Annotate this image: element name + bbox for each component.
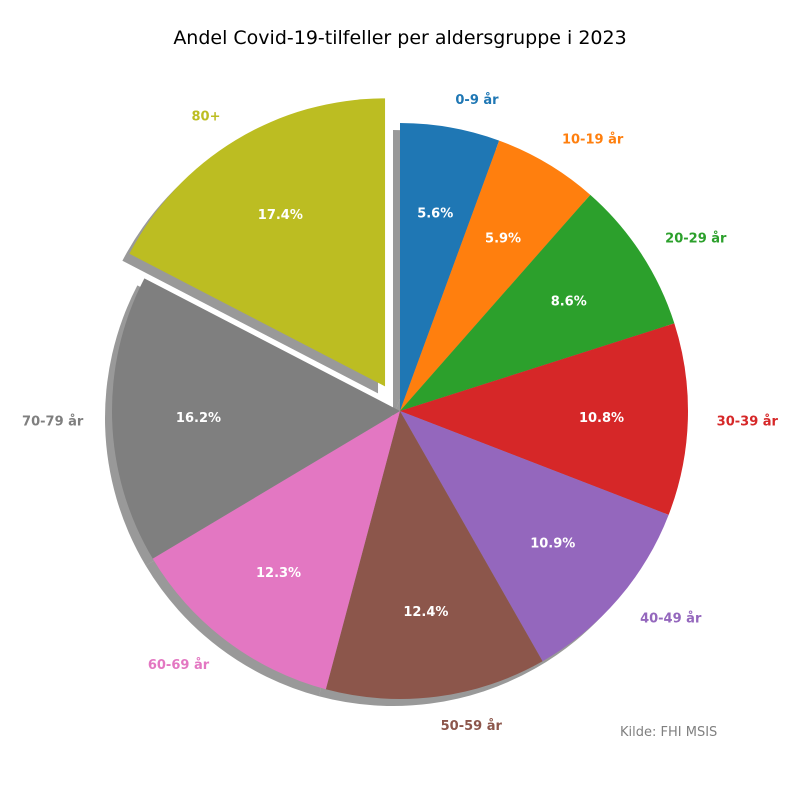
source-annotation: Kilde: FHI MSIS: [620, 725, 717, 740]
value-label-10-19-r: 5.9%: [485, 232, 521, 247]
value-label-30-39-r: 10.8%: [579, 411, 624, 426]
category-label-30-39-r: 30-39 år: [717, 414, 779, 429]
chart-title: Andel Covid-19-tilfeller per aldersgrupp…: [173, 27, 626, 49]
category-label-70-79-r: 70-79 år: [22, 414, 84, 429]
category-label-60-69-r: 60-69 år: [148, 658, 210, 673]
category-label-10-19-r: 10-19 år: [562, 133, 624, 148]
value-label-20-29-r: 8.6%: [551, 295, 587, 310]
value-label-50-59-r: 12.4%: [403, 605, 448, 620]
category-label-50-59-r: 50-59 år: [441, 719, 503, 734]
category-label-80: 80+: [192, 110, 221, 125]
category-label-0-9-r: 0-9 år: [455, 93, 499, 108]
wedge-10-19-r[interactable]: [400, 140, 591, 411]
category-label-20-29-r: 20-29 år: [665, 232, 727, 247]
wedge-30-39-r[interactable]: [400, 323, 688, 515]
wedge-80[interactable]: [129, 98, 386, 387]
wedge-40-49-r[interactable]: [400, 411, 669, 662]
category-label-40-49-r: 40-49 år: [640, 612, 702, 627]
wedge-60-69-r[interactable]: [152, 411, 400, 690]
wedge-70-79-r[interactable]: [111, 278, 401, 559]
wedge-0-9-r[interactable]: [400, 123, 500, 411]
value-label-80: 17.4%: [258, 208, 303, 223]
wedge-20-29-r[interactable]: [400, 194, 675, 411]
wedge-50-59-r[interactable]: [325, 411, 543, 699]
value-label-60-69-r: 12.3%: [256, 566, 301, 581]
value-label-0-9-r: 5.6%: [417, 207, 453, 222]
value-label-40-49-r: 10.9%: [530, 537, 575, 552]
wedge-layer: [111, 98, 688, 699]
value-label-70-79-r: 16.2%: [176, 411, 221, 426]
label-layer: 0-9 år 5.6% 10-19 år 5.9% 20-29 år 8.6% 30-39 …: [22, 93, 778, 734]
